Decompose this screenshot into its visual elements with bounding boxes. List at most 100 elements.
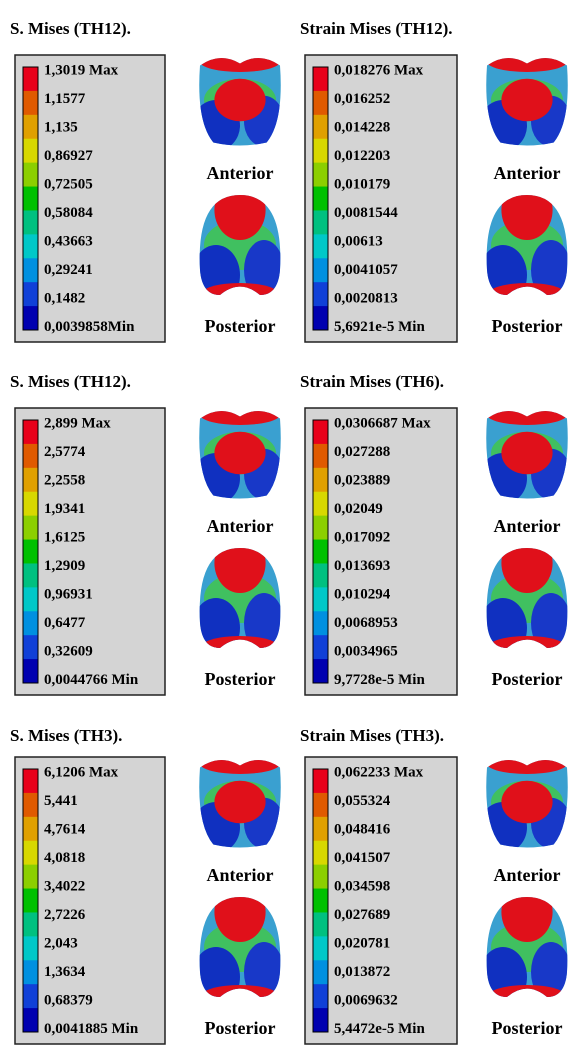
color-band [23,163,38,187]
tooth-blue [479,245,527,305]
color-band [313,1008,328,1032]
legend-label: 0,0034965 [334,643,398,659]
legend-label: 0,027689 [334,907,390,923]
legend-label: 5,6921e-5 Min [334,319,425,335]
legend-label: 2,043 [44,935,78,951]
tooth-blue [192,947,240,1007]
color-band [23,563,38,587]
legend-label: 4,7614 [44,821,86,837]
color-band [313,817,328,841]
color-band [23,817,38,841]
tooth-red [487,52,567,72]
color-band [313,912,328,936]
legend-label: 0,016252 [334,91,390,107]
legend-label: 0,0020813 [334,290,398,306]
legend-label: 1,1577 [44,91,86,107]
color-band [23,540,38,564]
color-band [313,163,328,187]
panel-title: Strain Mises (TH6). [300,372,444,391]
tooth-blue [192,245,240,305]
panel-title: Strain Mises (TH3). [300,726,444,745]
tooth-body [447,717,578,887]
legend-label: 0,02049 [334,501,383,517]
view-label: Anterior [207,865,274,885]
legend-label: 0,0041885 Min [44,1021,139,1037]
color-band [313,306,328,330]
color-band [313,659,328,683]
legend-label: 6,1206 Max [44,764,119,780]
color-band [313,420,328,444]
color-band [23,889,38,913]
color-band [23,516,38,540]
legend-label: 0,018276 Max [334,62,424,78]
tooth-red [501,79,552,122]
legend-label: 0,00613 [334,233,383,249]
figure: S. Mises (TH12).1,3019 Max1,15771,1350,8… [0,0,578,1048]
tooth-red [214,180,265,240]
color-band [23,912,38,936]
legend-label: 0,023889 [334,472,390,488]
color-band [313,258,328,282]
legend-label: 0,96931 [44,586,93,602]
color-band [313,889,328,913]
color-band [23,115,38,139]
legend-label: 0,0306687 Max [334,415,431,431]
view-label: Posterior [492,669,563,689]
legend-label: 1,6125 [44,529,85,545]
color-band [23,587,38,611]
view-label: Posterior [205,1018,276,1038]
tooth-body [160,717,320,887]
tooth-body [160,15,320,185]
tooth-red [214,432,265,475]
legend-label: 0,010294 [334,586,391,602]
color-band [313,282,328,306]
color-band [23,444,38,468]
legend-label: 0,58084 [44,205,93,221]
color-band [313,67,328,91]
legend-label: 0,010179 [334,176,390,192]
color-band [23,210,38,234]
tooth-render [447,717,578,887]
legend-label: 0,0081544 [334,205,398,221]
tooth-red [200,52,280,72]
legend-label: 0,027288 [334,444,390,460]
color-band [23,659,38,683]
panel-title: S. Mises (TH3). [10,726,122,745]
view-label: Posterior [492,1018,563,1038]
legend-label: 0,0039858Min [44,319,135,335]
tooth-blue [479,947,527,1007]
tooth-render [160,368,320,538]
legend-label: 2,7226 [44,907,86,923]
legend-label: 2,5774 [44,444,86,460]
color-band [313,91,328,115]
legend-label: 0,020781 [334,935,390,951]
tooth-red [200,405,280,425]
view-label: Posterior [492,316,563,336]
view-label: Anterior [207,516,274,536]
tooth-body [447,368,578,538]
color-band [23,234,38,258]
legend-label: 2,2558 [44,472,85,488]
color-band [23,865,38,889]
legend-label: 1,135 [44,119,78,135]
color-band [23,492,38,516]
color-band [23,984,38,1008]
color-band [23,635,38,659]
legend-label: 5,4472e-5 Min [334,1021,425,1037]
legend-label: 0,29241 [44,262,93,278]
legend-label: 0,013693 [334,558,390,574]
color-band [23,611,38,635]
tooth-red [200,754,280,774]
tooth-red [214,79,265,122]
tooth-render [160,717,320,887]
color-band [313,841,328,865]
tooth-red [200,636,280,660]
legend-label: 0,86927 [44,148,93,164]
legend-label: 0,034598 [334,878,390,894]
legend-label: 0,1482 [44,290,85,306]
color-band [313,984,328,1008]
color-band [23,258,38,282]
legend-label: 4,0818 [44,850,85,866]
legend-label: 0,013872 [334,964,390,980]
view-label: Posterior [205,669,276,689]
